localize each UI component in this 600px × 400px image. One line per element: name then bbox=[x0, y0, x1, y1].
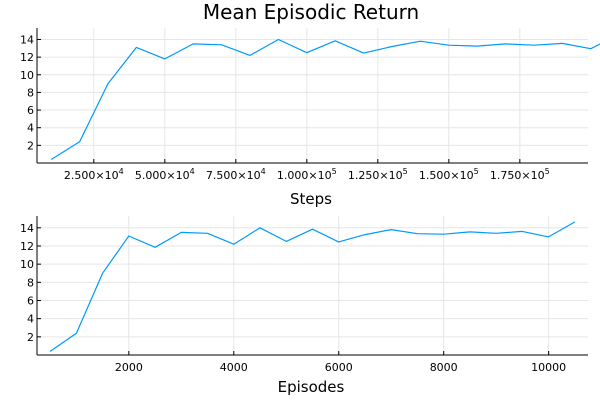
y-tick-label: 8 bbox=[27, 276, 34, 289]
y-tick-label: 10 bbox=[20, 69, 34, 82]
y-tick-label: 4 bbox=[27, 313, 34, 326]
y-tick-label: 12 bbox=[20, 51, 34, 64]
series-line bbox=[49, 221, 576, 352]
chart-title: Mean Episodic Return bbox=[203, 0, 419, 24]
y-tick-label: 14 bbox=[20, 222, 34, 235]
y-tick-label: 8 bbox=[27, 86, 34, 99]
x-tick-label: 1.250×105 bbox=[348, 167, 408, 182]
x-axis-label-bottom: Episodes bbox=[278, 378, 345, 396]
y-tick-label: 6 bbox=[27, 294, 34, 307]
y-tick-label: 2 bbox=[27, 139, 34, 152]
x-tick-label: 1.750×105 bbox=[490, 167, 550, 182]
x-tick-label: 1.000×105 bbox=[277, 167, 337, 182]
y-tick-label: 14 bbox=[20, 33, 34, 46]
y-tick-label: 2 bbox=[27, 331, 34, 344]
x-tick-label: 6000 bbox=[325, 361, 353, 374]
y-tick-label: 4 bbox=[27, 122, 34, 135]
plot-top: 2 4 6 8 10 12 14 2.500×104 5.000×104 7.500×104 1.0… bbox=[20, 28, 600, 182]
y-tick-label: 12 bbox=[20, 240, 34, 253]
x-tick-label: 2000 bbox=[115, 361, 143, 374]
x-tick-label: 1.500×105 bbox=[419, 167, 479, 182]
x-tick-label: 2.500×104 bbox=[64, 167, 124, 182]
y-tick-label: 6 bbox=[27, 104, 34, 117]
x-tick-label: 8000 bbox=[430, 361, 458, 374]
series-line bbox=[50, 38, 600, 161]
y-tick-label: 10 bbox=[20, 258, 34, 271]
x-axis-label-top: Steps bbox=[290, 190, 332, 208]
x-tick-label: 4000 bbox=[220, 361, 248, 374]
x-tick-label: 5.000×104 bbox=[135, 167, 195, 182]
x-tick-label: 10000 bbox=[531, 361, 566, 374]
plot-bottom: 2 4 6 8 10 12 14 2000 4000 6000 8000 10000 bbox=[20, 216, 588, 374]
x-tick-label: 7.500×104 bbox=[206, 167, 266, 182]
